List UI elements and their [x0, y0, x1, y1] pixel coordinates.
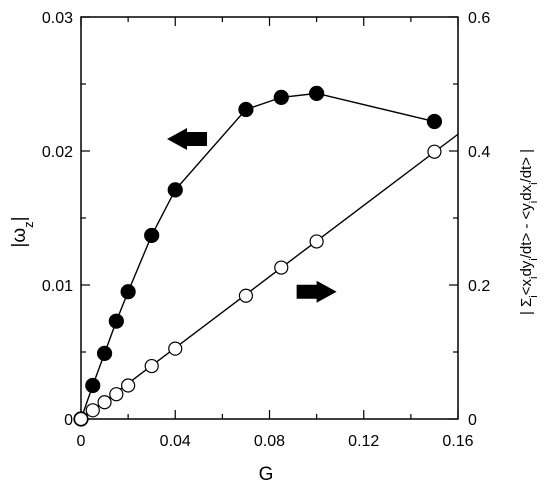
x-tick-label: 0	[77, 433, 86, 450]
arrow-right	[296, 280, 337, 303]
series-2-point	[73, 411, 89, 427]
y-right-tick-label: 0.4	[468, 144, 490, 161]
x-tick-label: 0.16	[442, 433, 473, 450]
x-axis-title: G	[259, 464, 274, 485]
series-1-point	[120, 284, 136, 300]
series-2-point	[274, 260, 289, 275]
fit-line	[80, 133, 459, 420]
y-left-axis-title: |ωz|	[9, 216, 36, 247]
series-2-point	[97, 395, 112, 410]
y-left-tick-label: 0	[64, 412, 73, 429]
x-tick-label: 0.04	[160, 433, 191, 450]
series-1-point	[96, 345, 113, 361]
series-2-point	[85, 403, 100, 418]
y-left-tick-label: 0.01	[42, 278, 73, 295]
series-1-point	[85, 377, 101, 394]
series-1-point	[108, 313, 124, 329]
y-left-tick-label: 0.03	[42, 10, 73, 27]
series-1-point	[238, 101, 254, 118]
series-2-point	[238, 288, 254, 303]
y-left-tick-label: 0.02	[42, 144, 73, 161]
y-right-tick-label: 0	[468, 412, 477, 429]
series-2-point	[168, 341, 183, 356]
series-1-point	[273, 89, 289, 106]
plot-frame	[80, 16, 459, 420]
series-1-line	[80, 92, 435, 420]
series-2-point	[109, 387, 124, 402]
x-tick-label: 0.12	[348, 433, 379, 450]
series-2-point	[309, 234, 324, 249]
series-2-point	[427, 144, 442, 159]
series-1-point	[167, 182, 183, 198]
series-1-point	[309, 85, 325, 101]
y-right-axis-title: | Σi<xidyi/dt> - <yidxi/dt> |	[518, 149, 540, 315]
series-2-point	[121, 378, 136, 393]
arrow-left	[167, 127, 208, 150]
y-right-tick-label: 0.2	[468, 278, 490, 295]
x-tick-label: 0.08	[254, 433, 285, 450]
y-right-tick-label: 0.6	[468, 10, 490, 27]
series-2-point	[144, 358, 159, 374]
series-1-point	[144, 227, 160, 244]
series-1-point	[426, 113, 443, 130]
